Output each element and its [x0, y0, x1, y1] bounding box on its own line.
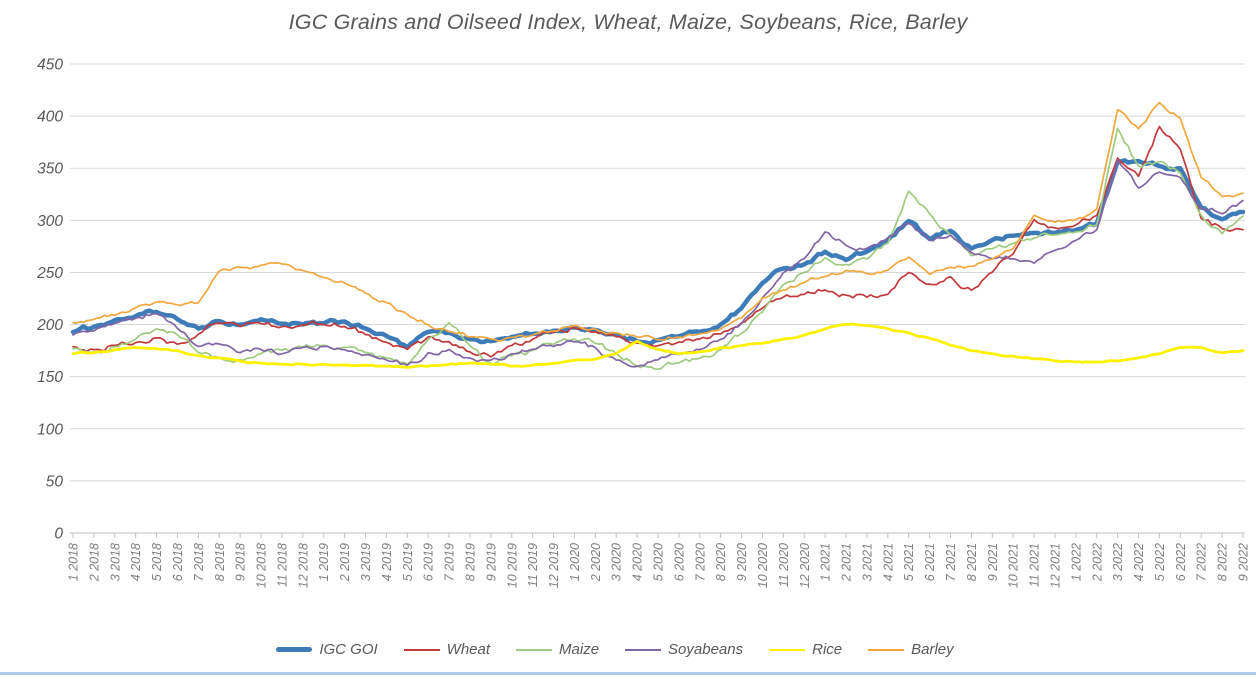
- x-axis-tick-label: 12 2019: [547, 543, 561, 588]
- x-axis-tick-label: 8 2020: [714, 543, 728, 581]
- x-axis-tick-label: 2 2018: [87, 543, 101, 582]
- legend-swatch-igc-goi-icon: [276, 647, 313, 652]
- legend-label: Barley: [911, 641, 954, 658]
- legend-item-barley: Barley: [868, 641, 980, 658]
- x-axis-tick-label: 6 2020: [672, 543, 686, 581]
- y-axis-tick-label: 150: [37, 369, 63, 386]
- x-axis-tick-label: 8 2021: [965, 543, 979, 581]
- x-axis-tick-label: 5 2021: [902, 543, 916, 581]
- x-axis-tick-label: 8 2022: [1216, 543, 1230, 581]
- x-axis-tick-label: 12 2018: [296, 543, 310, 588]
- x-axis-tick-label: 4 2022: [1132, 543, 1146, 581]
- bottom-divider-line: [0, 672, 1256, 675]
- x-axis-tick-label: 4 2021: [881, 543, 895, 581]
- chart-canvas: 0 50 100 150 200 250 300 350 400 450 1 2018 2 2018 3…: [36, 57, 1251, 589]
- y-axis-tick-label: 400: [37, 109, 63, 126]
- series-line-maize: [72, 127, 1244, 371]
- x-axis-tick-label: 12 2020: [798, 543, 812, 588]
- legend-swatch-maize-icon: [516, 648, 553, 651]
- x-axis-tick-label: 10 2019: [505, 543, 519, 588]
- legend-label: IGC GOI: [319, 641, 378, 658]
- legend-item-rice: Rice: [769, 641, 868, 658]
- x-axis-tick-label: 9 2019: [484, 543, 498, 581]
- series-line-soyabeans: [72, 158, 1244, 368]
- x-axis-tick-label: 7 2019: [443, 543, 457, 581]
- x-axis-tick-label: 3 2021: [860, 543, 874, 581]
- x-axis-tick-label: 11 2019: [526, 543, 540, 587]
- x-axis-tick-label: 2 2022: [1090, 543, 1104, 582]
- x-axis-tick-label: 12 2021: [1048, 543, 1062, 588]
- x-axis-tick-label: 11 2021: [1028, 543, 1042, 587]
- series-line-igc-goi: [70, 158, 1246, 350]
- x-axis-tick-label: 9 2021: [986, 543, 1000, 581]
- x-axis-tick-label: 5 2018: [150, 543, 164, 581]
- y-axis-tick-label: 350: [37, 161, 63, 178]
- legend-label: Maize: [559, 641, 600, 658]
- x-axis-tick-label: 6 2022: [1174, 543, 1188, 581]
- x-axis-tick-label: 10 2018: [255, 543, 269, 588]
- x-axis-tick-label: 11 2020: [777, 543, 791, 587]
- x-axis-tick-label: 2 2020: [589, 543, 603, 582]
- x-axis-tick-label: 11 2018: [275, 543, 289, 587]
- series-line-wheat: [72, 125, 1244, 358]
- x-axis-tick-label: 6 2021: [923, 543, 937, 581]
- x-axis-tick-label: 1 2021: [819, 543, 833, 581]
- x-axis-tick-label: 6 2019: [422, 543, 436, 581]
- y-axis-tick-label: 50: [46, 473, 64, 490]
- legend-item-wheat: Wheat: [403, 641, 516, 658]
- x-axis-tick-label: 5 2020: [652, 543, 666, 581]
- x-axis-tick-label: 3 2018: [108, 543, 122, 581]
- legend-item-soyabeans: Soyabeans: [625, 641, 769, 658]
- y-axis-tick-label: 0: [54, 526, 63, 543]
- x-axis-tick-label: 5 2019: [401, 543, 415, 581]
- x-axis-tick-label: 6 2018: [171, 543, 185, 581]
- x-axis-tick-label: 10 2020: [756, 543, 770, 588]
- x-axis-tick-label: 7 2020: [693, 543, 707, 581]
- x-axis-tick-label: 9 2020: [735, 543, 749, 581]
- x-axis-tick-label: 1 2020: [568, 543, 582, 581]
- y-axis-tick-label: 300: [37, 213, 63, 230]
- legend-item-maize: Maize: [516, 641, 625, 658]
- legend-item-igc-goi: IGC GOI: [276, 641, 403, 658]
- x-axis-tick-label: 10 2021: [1007, 543, 1021, 588]
- series-line-barley: [72, 101, 1244, 342]
- x-axis-tick-label: 4 2020: [631, 543, 645, 581]
- x-axis-tick-label: 3 2022: [1111, 543, 1125, 581]
- legend-label: Wheat: [446, 641, 491, 658]
- legend-swatch-rice-icon: [769, 648, 806, 651]
- x-axis-tick-label: 8 2019: [463, 543, 477, 581]
- series-line-rice: [71, 322, 1245, 369]
- x-axis-tick-label: 3 2020: [610, 543, 624, 581]
- x-axis-tick-label: 9 2022: [1237, 543, 1251, 581]
- x-axis-tick-label: 2 2021: [840, 543, 854, 582]
- y-axis-tick-label: 250: [36, 265, 63, 282]
- y-axis-tick-label: 100: [37, 421, 63, 438]
- x-axis-tick-label: 4 2019: [380, 543, 394, 581]
- x-axis-tick-label: 9 2018: [234, 543, 248, 581]
- x-axis-tick-label: 3 2019: [359, 543, 373, 581]
- legend-swatch-barley-icon: [868, 648, 905, 651]
- chart-legend: IGC GOI Wheat Maize Soyabeans Rice Barley: [0, 641, 1256, 658]
- legend-swatch-soyabeans-icon: [625, 648, 662, 651]
- legend-label: Soyabeans: [668, 641, 744, 658]
- x-axis-tick-label: 5 2022: [1153, 543, 1167, 581]
- x-axis-tick-label: 1 2022: [1069, 543, 1083, 581]
- x-axis-tick-label: 8 2018: [213, 543, 227, 581]
- x-axis-tick-label: 1 2018: [67, 543, 81, 581]
- y-axis-tick-label: 200: [36, 317, 63, 334]
- legend-label: Rice: [812, 641, 843, 658]
- x-axis-tick-label: 7 2018: [192, 543, 206, 581]
- x-axis-tick-label: 2 2019: [338, 543, 352, 582]
- x-axis-tick-label: 1 2019: [317, 543, 331, 581]
- chart-title: IGC Grains and Oilseed Index, Wheat, Mai…: [288, 10, 968, 34]
- x-axis-tick-label: 7 2021: [944, 543, 958, 581]
- x-axis-tick-label: 7 2022: [1195, 543, 1209, 581]
- legend-swatch-wheat-icon: [403, 648, 440, 651]
- y-axis-tick-label: 450: [37, 57, 63, 74]
- x-axis-tick-label: 4 2018: [129, 543, 143, 581]
